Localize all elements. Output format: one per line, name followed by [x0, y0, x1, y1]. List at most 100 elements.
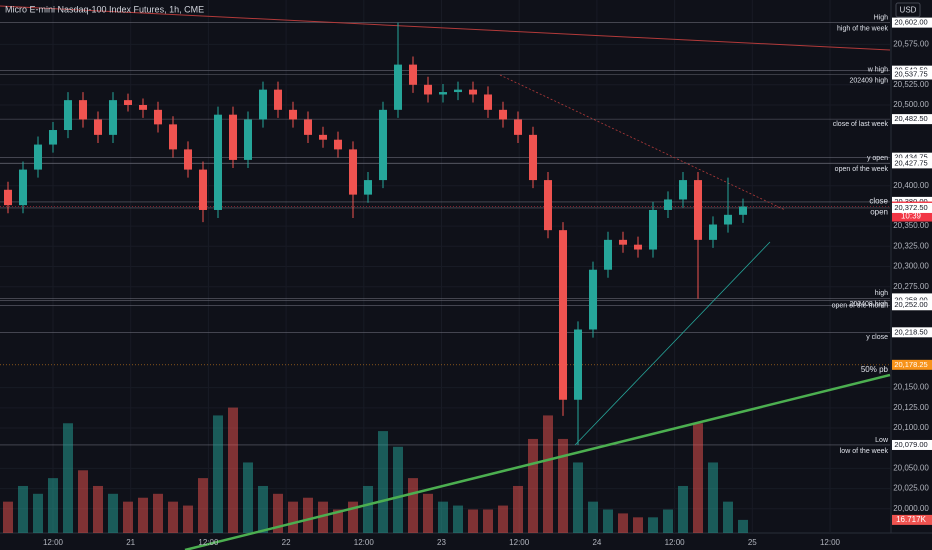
candle-body: [124, 100, 132, 105]
volume-bar: [603, 509, 613, 533]
y-tick-label: 20,050.00: [893, 464, 929, 473]
candle-body: [454, 89, 462, 93]
y-tick-label: 20,275.00: [893, 282, 929, 291]
price-label-box: [892, 300, 932, 311]
volume-bar: [258, 485, 268, 533]
x-tick-label: 23: [437, 538, 446, 547]
volume-bar: [63, 423, 73, 533]
y-tick-label: 20,575.00: [893, 40, 929, 49]
candle-body: [274, 89, 282, 110]
price-label-box: [892, 114, 932, 125]
volume: [3, 407, 748, 533]
volume-bar: [513, 485, 523, 533]
candle-body: [199, 169, 207, 210]
candle-body: [154, 109, 162, 125]
level-tag: y close: [866, 334, 888, 341]
x-tick-label: 22: [282, 538, 291, 547]
volume-bar: [483, 509, 493, 533]
volume-bar: [543, 415, 553, 533]
x-tick-label: 12:00: [820, 538, 841, 547]
candle-body: [559, 230, 567, 400]
price-label-box: [892, 327, 932, 338]
level-tag: close: [869, 197, 888, 206]
candle-body: [184, 149, 192, 170]
trend-line: [184, 373, 891, 550]
volume-bar: [648, 517, 658, 533]
candle-body: [529, 134, 537, 181]
axes: 20,575.00 20,525.00 20,500.00 20,400.00 20,3…: [43, 14, 932, 547]
candle-body: [289, 109, 297, 120]
candle-body: [34, 144, 42, 170]
candle-body: [724, 214, 732, 225]
volume-bar: [228, 407, 238, 533]
candles: [4, 22, 747, 445]
volume-bar: [558, 438, 568, 533]
level-tag: high of the week: [837, 25, 888, 32]
volume-bar: [573, 462, 583, 533]
candle-body: [214, 114, 222, 210]
candle-body: [574, 329, 582, 400]
x-tick-label: 12:00: [509, 538, 530, 547]
candle-body: [244, 119, 252, 160]
y-tick-label: 20,125.00: [893, 403, 929, 412]
volume-bar: [213, 415, 223, 533]
candle-body: [304, 119, 312, 135]
volume-bar: [528, 438, 538, 533]
volume-bar: [678, 485, 688, 533]
volume-bar: [183, 505, 193, 533]
y-tick-label: 20,525.00: [893, 80, 929, 89]
volume-label: 16.717K: [896, 515, 926, 524]
level-tag: High: [874, 14, 889, 21]
candle-body: [619, 239, 627, 245]
candle-body: [604, 239, 612, 270]
volume-bar: [663, 509, 673, 533]
candle-body: [424, 84, 432, 95]
candle-body: [484, 94, 492, 110]
price-label: 20,434.75: [894, 153, 927, 162]
y-tick-label: 20,150.00: [893, 383, 929, 392]
y-tick-label: 20,025.00: [893, 484, 929, 493]
level-tag: Low: [875, 437, 889, 444]
candle-body: [19, 169, 27, 206]
candle-body: [364, 180, 372, 195]
candle-body: [694, 180, 702, 240]
volume-bar: [708, 462, 718, 533]
candle-body: [319, 134, 327, 140]
y-tick-label: 20,100.00: [893, 423, 929, 432]
volume-bar: [738, 519, 748, 533]
price-label-box: [892, 202, 932, 213]
price-label-box: [892, 158, 932, 169]
currency-box[interactable]: [895, 2, 921, 18]
countdown-box: [892, 211, 932, 222]
x-tick-label: 24: [592, 538, 601, 547]
candle-body: [664, 199, 672, 210]
volume-bar: [723, 501, 733, 533]
candle-body: [109, 100, 117, 135]
volume-bar: [693, 423, 703, 533]
volume-bar: [108, 493, 118, 533]
candle-body: [64, 100, 72, 131]
volume-bar: [393, 446, 403, 533]
volume-bar: [333, 509, 343, 533]
candle-body: [49, 130, 57, 145]
level-tag: y open: [867, 155, 888, 162]
price-label-box: [892, 359, 932, 370]
candle-body: [169, 124, 177, 150]
volume-bar: [288, 501, 298, 533]
level-tag: high: [875, 290, 888, 297]
volume-bar: [153, 493, 163, 533]
volume-bar: [48, 478, 58, 533]
level-tag: 202409 high: [849, 77, 888, 84]
candle-body: [709, 224, 717, 240]
candle-body: [394, 64, 402, 110]
price-label: 20,380.00: [894, 197, 927, 206]
candle-body: [79, 100, 87, 120]
price-label-box: [892, 69, 932, 80]
currency[interactable]: USD: [900, 6, 917, 15]
candle-body: [514, 119, 522, 135]
volume-bar: [33, 493, 43, 533]
price-label-box: [892, 17, 932, 28]
candle-body: [739, 206, 747, 215]
